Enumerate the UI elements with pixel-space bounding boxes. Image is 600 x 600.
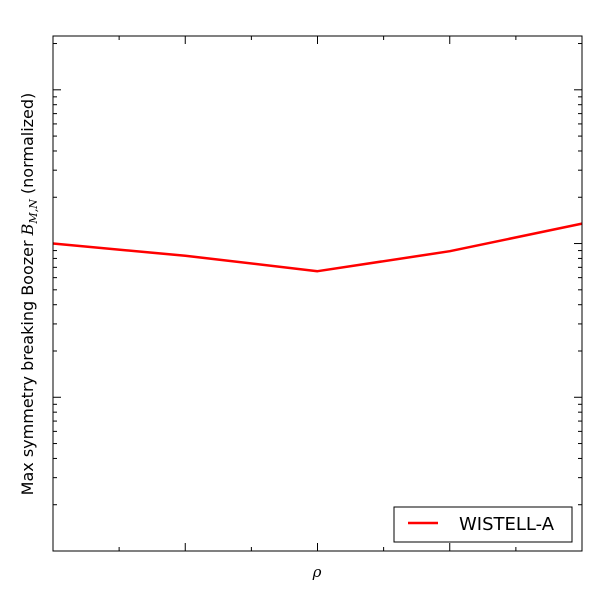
x-axis-label: ρ xyxy=(312,563,322,581)
y-axis-label: Max symmetry breaking Boozer BM,N (norma… xyxy=(18,93,40,496)
axis-ticks xyxy=(52,36,583,551)
legend: WISTELL-A xyxy=(393,506,573,543)
series-group xyxy=(52,222,583,273)
legend-box xyxy=(393,506,573,543)
plot-frame xyxy=(52,35,583,552)
legend-label: WISTELL-A xyxy=(459,514,555,535)
series-line xyxy=(52,222,583,273)
